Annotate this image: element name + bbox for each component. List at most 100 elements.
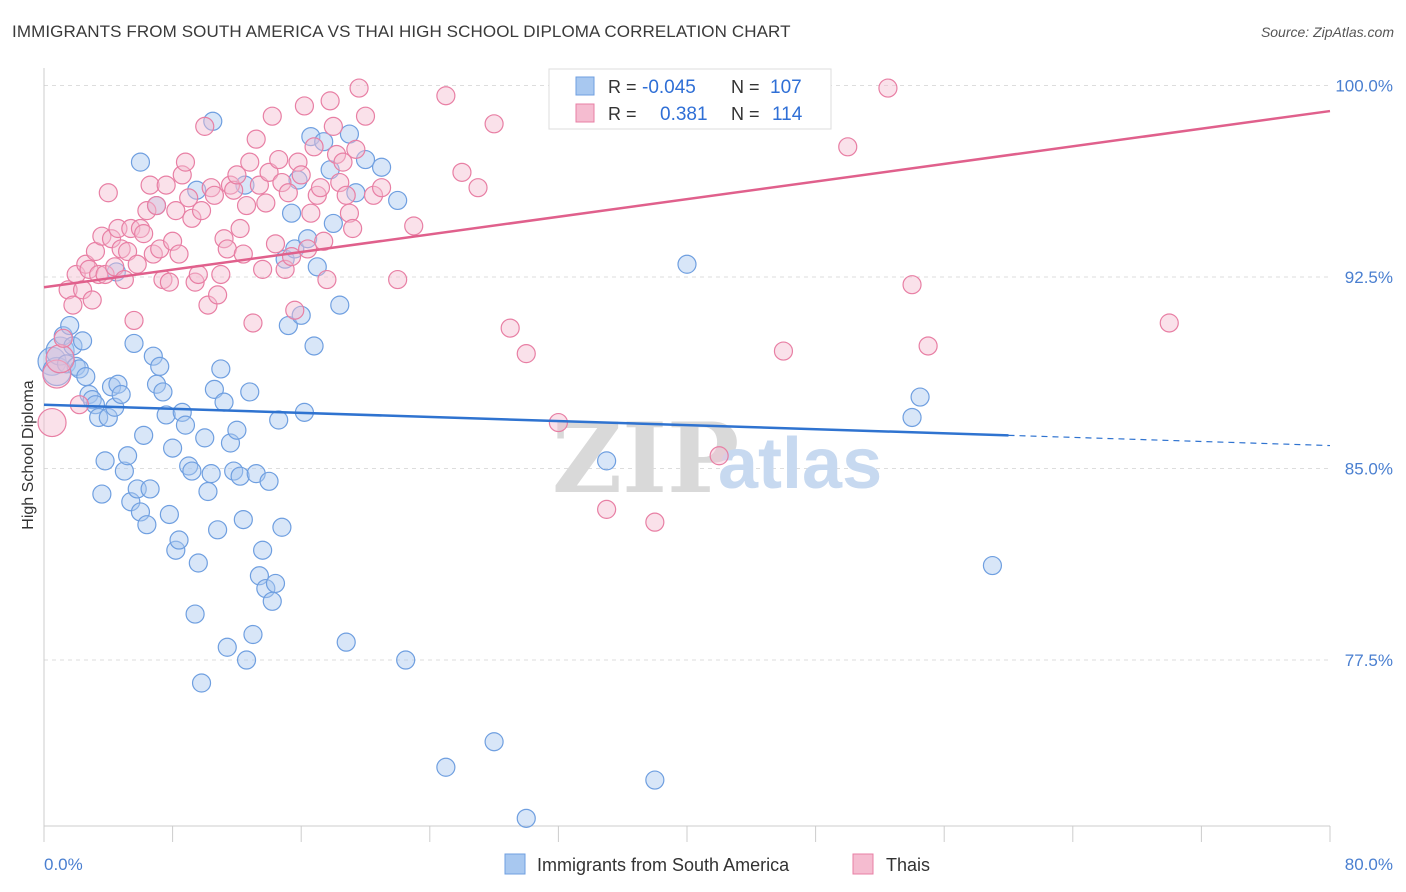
point-thais [53, 328, 73, 348]
point-thais [130, 218, 151, 239]
point-south-america [95, 451, 115, 471]
trend-line-extension [1008, 434, 1331, 447]
point-south-america [307, 257, 327, 277]
point-south-america [281, 203, 302, 223]
trend-line-thais [43, 109, 1331, 289]
point-thais [105, 257, 125, 277]
point-south-america [166, 540, 186, 560]
trend-lines [43, 109, 1331, 447]
point-south-america [188, 553, 208, 573]
point-thais [259, 162, 279, 182]
point-thais [468, 178, 488, 198]
point-thais [124, 310, 144, 331]
y-tick-labels: 77.5% 85.0% 92.5% 100.0% [1335, 77, 1393, 670]
legend-series-swatch-pink [852, 853, 874, 875]
legend-series: Immigrants from South America Thais [504, 853, 930, 875]
trend-line-south-america [43, 403, 1009, 437]
point-south-america [269, 410, 289, 430]
point-thais [76, 254, 96, 274]
point-south-america [117, 446, 138, 466]
point-south-america [179, 456, 199, 476]
point-south-america [597, 451, 617, 471]
legend-n-value-2: 114 [772, 104, 803, 125]
point-thais [169, 244, 189, 264]
point-thais [918, 336, 938, 356]
point-thais [326, 144, 347, 165]
point-south-america [208, 520, 228, 540]
point-south-america [175, 415, 196, 435]
point-south-america [371, 157, 392, 177]
point-south-america [187, 180, 207, 200]
point-thais [343, 218, 363, 239]
point-thais [317, 269, 337, 290]
watermark-atlas: atlas [718, 424, 882, 504]
point-south-america [355, 149, 376, 170]
point-thais [208, 285, 228, 305]
point-thais [363, 185, 384, 205]
point-thais [346, 139, 366, 159]
point-thais [134, 224, 154, 244]
point-south-america [323, 213, 343, 234]
point-thais [236, 195, 257, 216]
point-south-america [235, 175, 255, 195]
source-label: Source: ZipAtlas.com [1260, 24, 1394, 40]
point-thais [224, 180, 244, 200]
point-thais [146, 195, 167, 216]
point-south-america [243, 624, 263, 645]
point-south-america [230, 466, 250, 486]
point-south-america [227, 420, 247, 440]
point-thais [195, 116, 215, 136]
y-tick-label: 100.0% [1335, 77, 1393, 96]
point-thais [516, 344, 536, 364]
point-thais [175, 152, 196, 172]
point-thais [37, 407, 67, 438]
point-thais [143, 244, 163, 264]
point-thais [214, 229, 234, 249]
point-thais [243, 313, 263, 333]
point-thais [166, 201, 186, 221]
point-south-america [98, 407, 118, 428]
point-south-america [76, 367, 96, 387]
point-thais [121, 218, 141, 239]
point-thais [298, 239, 318, 259]
point-thais [285, 300, 305, 320]
point-thais [191, 201, 212, 221]
point-thais [709, 446, 729, 466]
chart-title: IMMIGRANTS FROM SOUTH AMERICA VS THAI HI… [12, 22, 791, 41]
point-south-america [396, 650, 416, 670]
point-thais [269, 149, 289, 170]
point-south-america [89, 407, 109, 428]
point-thais [320, 91, 340, 111]
point-south-america [262, 591, 282, 611]
point-south-america [259, 471, 279, 491]
point-thais [217, 239, 237, 259]
point-thais [336, 185, 356, 205]
point-south-america [82, 389, 102, 410]
point-south-america [92, 484, 112, 504]
point-south-america [516, 808, 536, 828]
point-south-america [233, 509, 253, 530]
point-south-america [143, 346, 163, 366]
point-thais [323, 116, 343, 136]
point-south-america [236, 650, 257, 670]
legend-series-swatch-blue [504, 853, 526, 875]
point-thais [294, 96, 315, 116]
point-thais [265, 234, 286, 254]
point-south-america [910, 387, 930, 407]
point-thais [140, 175, 160, 195]
y-tick-label: 85.0% [1345, 460, 1393, 479]
x-tick-label-max: 80.0% [1345, 855, 1393, 874]
point-south-america [982, 555, 1003, 576]
point-thais [82, 290, 102, 310]
point-thais [339, 203, 360, 223]
point-south-america [677, 254, 697, 274]
point-south-america [134, 425, 154, 445]
point-south-america [484, 732, 504, 752]
point-south-america [224, 461, 244, 481]
point-thais [301, 203, 321, 223]
point-thais [137, 201, 157, 221]
point-south-america [214, 392, 234, 412]
point-thais [773, 341, 794, 361]
point-thais [117, 241, 138, 262]
